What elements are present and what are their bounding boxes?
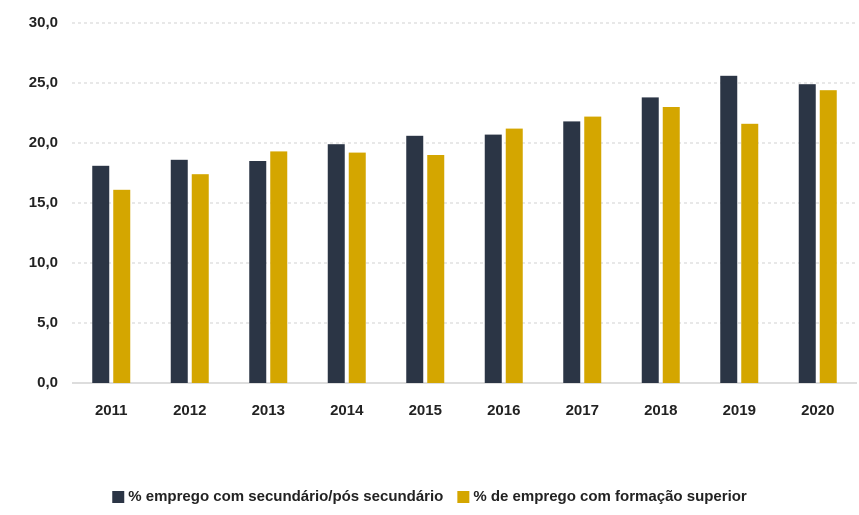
x-tick-label: 2016 bbox=[487, 402, 520, 419]
legend-marker bbox=[112, 491, 125, 503]
bar bbox=[720, 75, 738, 384]
x-tick-label: 2020 bbox=[801, 402, 834, 419]
bar bbox=[484, 134, 502, 383]
y-tick-label: 10,0 bbox=[29, 254, 58, 271]
y-tick-label: 15,0 bbox=[29, 194, 58, 211]
bar bbox=[584, 116, 602, 383]
x-tick-label: 2015 bbox=[409, 402, 442, 419]
bar bbox=[270, 151, 288, 383]
x-tick-label: 2012 bbox=[173, 402, 206, 419]
y-tick-label: 0,0 bbox=[37, 374, 58, 391]
bar bbox=[327, 144, 345, 383]
y-tick-label: 25,0 bbox=[29, 74, 58, 91]
x-tick-label: 2013 bbox=[252, 402, 285, 419]
x-tick-label: 2011 bbox=[95, 402, 128, 419]
y-tick-label: 30,0 bbox=[29, 14, 58, 31]
bar bbox=[191, 174, 209, 383]
legend-marker bbox=[457, 491, 470, 503]
x-tick-label: 2014 bbox=[330, 402, 364, 419]
bar bbox=[662, 107, 680, 383]
bar bbox=[170, 159, 188, 383]
bar bbox=[798, 84, 816, 383]
bar bbox=[249, 161, 267, 383]
bar bbox=[505, 128, 523, 383]
x-tick-label: 2017 bbox=[566, 402, 599, 419]
x-tick-label: 2018 bbox=[644, 402, 677, 419]
bar bbox=[563, 121, 581, 384]
bar bbox=[406, 135, 424, 383]
legend-label: % emprego com secundário/pós secundário bbox=[128, 488, 443, 505]
y-tick-label: 5,0 bbox=[37, 314, 58, 331]
bar bbox=[741, 123, 759, 384]
legend-label: % de emprego com formação superior bbox=[473, 488, 747, 505]
y-tick-label: 20,0 bbox=[29, 134, 58, 151]
bar bbox=[641, 97, 659, 384]
bar bbox=[819, 90, 837, 383]
bar bbox=[427, 155, 445, 383]
bar bbox=[348, 152, 366, 383]
bar bbox=[92, 165, 110, 383]
x-tick-label: 2019 bbox=[723, 402, 756, 419]
bar bbox=[113, 189, 131, 383]
